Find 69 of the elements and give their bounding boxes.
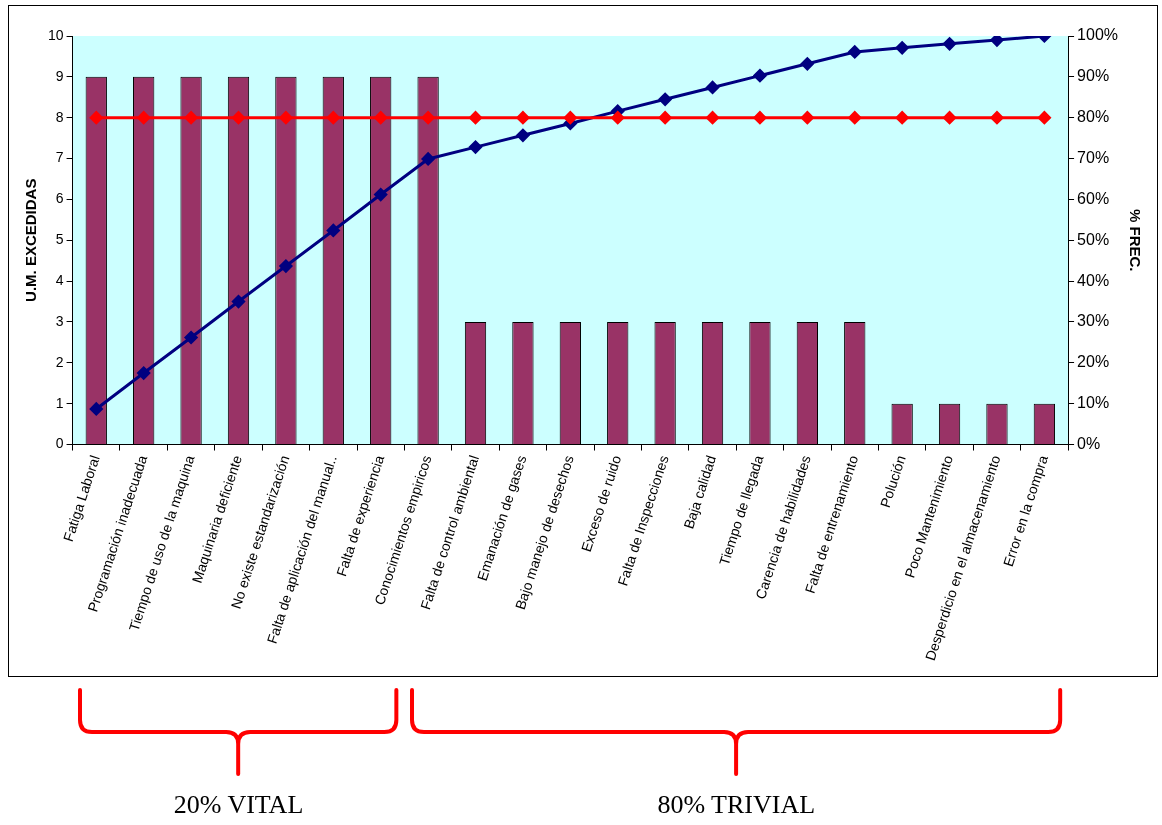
y2-tick-label: 60%: [1077, 189, 1110, 207]
y2-tick-label: 0%: [1077, 434, 1101, 452]
point: [374, 188, 388, 202]
text: 80% TRIVIAL: [657, 790, 816, 820]
point: [658, 92, 672, 106]
y-tick-label: 2: [55, 353, 64, 370]
y-axis-title: U.M. EXCEDIDAS: [22, 178, 40, 302]
point: [279, 111, 293, 125]
y-tick-label: 0: [55, 435, 64, 452]
y-tick-label: 9: [55, 67, 64, 84]
y-tick-label: 5: [55, 231, 64, 248]
point: [990, 36, 1004, 47]
y-tick-label: 7: [55, 149, 64, 166]
y-tick-label: 6: [55, 190, 64, 207]
y2-tick-label: 40%: [1077, 271, 1110, 289]
y2-tick-label: 80%: [1077, 108, 1110, 126]
point: [279, 259, 293, 273]
x-tick-label: Fatiga Laboral: [59, 453, 103, 544]
point: [895, 41, 909, 55]
y2-tick-label: 20%: [1077, 353, 1110, 371]
y2-tick-label: 50%: [1077, 230, 1110, 248]
point: [516, 128, 530, 142]
point: [231, 295, 245, 309]
point: [89, 402, 103, 416]
x-tick-label: Baja calidad: [680, 453, 720, 531]
point: [89, 111, 103, 125]
point: [469, 140, 483, 154]
point: [706, 111, 720, 125]
x-tick-label: Exceso de ruido: [578, 453, 625, 554]
point: [848, 45, 862, 59]
y2-tick-label: 90%: [1077, 67, 1110, 85]
x-tick-label: Error en la compra: [999, 453, 1051, 569]
point: [516, 111, 530, 125]
point: [374, 111, 388, 125]
point: [421, 152, 435, 166]
y-tick-label: 8: [55, 108, 64, 125]
point: [1037, 111, 1051, 125]
point: [326, 223, 340, 237]
point: [137, 366, 151, 380]
point: [895, 111, 909, 125]
text: 20% VITAL: [173, 790, 304, 820]
point: [658, 111, 672, 125]
point: [990, 111, 1004, 125]
point: [943, 111, 957, 125]
y2-tick-label: 70%: [1077, 148, 1110, 166]
y2-tick-label: 100%: [1077, 26, 1118, 44]
point: [231, 111, 245, 125]
point: [421, 111, 435, 125]
point: [706, 80, 720, 94]
point: [184, 331, 198, 344]
point: [326, 111, 340, 125]
point: [753, 111, 767, 125]
point: [848, 111, 862, 125]
point: [800, 57, 814, 71]
point: [800, 111, 814, 125]
point: [753, 69, 767, 83]
point: [137, 111, 151, 125]
y-tick-label: 3: [55, 312, 64, 329]
y2-axis-title: % FREC.: [1126, 209, 1144, 272]
y-tick-label: 1: [55, 394, 64, 411]
point: [611, 111, 625, 125]
point: [563, 111, 577, 125]
point: [184, 111, 198, 125]
point: [943, 37, 957, 51]
y-tick-label: 10: [47, 26, 64, 43]
y2-tick-label: 30%: [1077, 312, 1110, 330]
point: [469, 111, 483, 125]
y-tick-label: 4: [55, 271, 64, 288]
y2-tick-label: 10%: [1077, 394, 1110, 412]
